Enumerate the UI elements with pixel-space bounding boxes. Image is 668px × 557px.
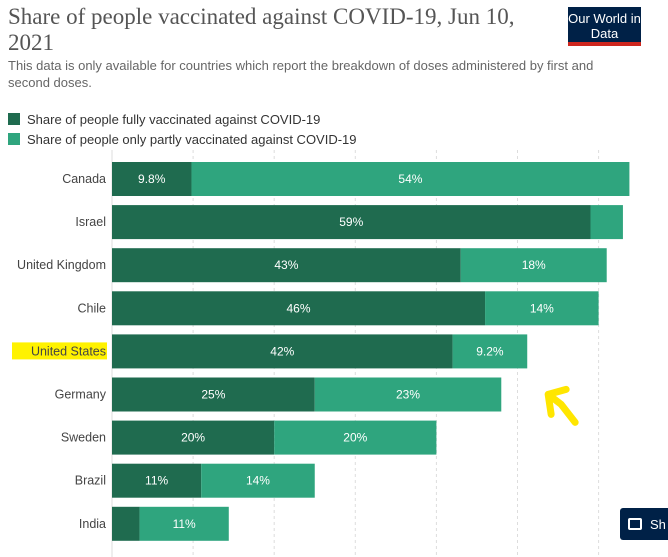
category-label: Israel xyxy=(75,215,106,229)
category-label: Canada xyxy=(62,172,106,186)
bar-segment xyxy=(460,248,607,283)
legend-label-fully: Share of people fully vaccinated against… xyxy=(27,111,321,127)
bar-segment xyxy=(274,420,437,455)
owid-logo[interactable]: Our World in Data xyxy=(568,7,641,46)
legend-item-fully[interactable]: Share of people fully vaccinated against… xyxy=(8,109,357,129)
share-button-label: Sh xyxy=(650,516,666,532)
bar-segment xyxy=(112,334,453,369)
data-label: 11% xyxy=(145,474,168,488)
share-button[interactable]: Sh xyxy=(620,508,668,540)
annotation-arrow xyxy=(544,385,579,426)
bar-segment xyxy=(112,291,486,326)
data-label: 9.2% xyxy=(476,344,504,358)
bar-segment xyxy=(201,463,315,498)
data-label: 43% xyxy=(274,258,298,272)
data-label: 59% xyxy=(339,215,363,229)
bar-segment xyxy=(191,162,630,196)
highlight-marker xyxy=(12,342,107,360)
bar-segment xyxy=(112,506,140,541)
data-label: 23% xyxy=(396,388,420,402)
data-label: 14% xyxy=(246,474,270,488)
data-label: 42% xyxy=(270,344,294,358)
data-label: 20% xyxy=(181,431,205,445)
bar-segment xyxy=(112,248,461,283)
bar-chart: Canada 9.8% 54% Israel 59% United Kingdom 43% 1… xyxy=(12,150,630,557)
bar-segment xyxy=(112,205,591,240)
bar-segment xyxy=(112,377,315,412)
legend-swatch-partly xyxy=(8,133,20,145)
bar-segment xyxy=(139,506,229,541)
legend-item-partly[interactable]: Share of people only partly vaccinated a… xyxy=(8,129,357,149)
data-label: 54% xyxy=(398,172,422,186)
bar-segment xyxy=(112,420,275,455)
category-label: United States xyxy=(31,344,106,358)
data-label: 46% xyxy=(287,301,311,315)
bar-segment xyxy=(112,162,192,196)
data-label: 25% xyxy=(201,388,225,402)
category-label: India xyxy=(79,517,106,531)
category-label: Sweden xyxy=(61,431,106,445)
data-label: 9.8% xyxy=(138,172,166,186)
bar-segment xyxy=(485,291,599,326)
data-label: 11% xyxy=(173,517,196,531)
legend-swatch-fully xyxy=(8,113,20,125)
chart-subtitle: This data is only available for countrie… xyxy=(8,58,594,90)
category-label: Germany xyxy=(55,388,107,402)
data-label: 20% xyxy=(343,431,367,445)
bar-segment xyxy=(590,205,623,240)
legend-label-partly: Share of people only partly vaccinated a… xyxy=(27,131,357,147)
bar-segment xyxy=(112,463,202,498)
data-label: 14% xyxy=(530,301,554,315)
share-icon xyxy=(628,518,642,530)
category-label: Brazil xyxy=(75,474,106,488)
category-label: United Kingdom xyxy=(17,258,106,272)
chart-title: Share of people vaccinated against COVID… xyxy=(8,4,515,55)
bar-segment xyxy=(452,334,528,369)
bar-segment xyxy=(314,377,502,412)
legend: Share of people fully vaccinated against… xyxy=(8,109,357,149)
category-label: Chile xyxy=(78,301,107,315)
data-label: 18% xyxy=(522,258,546,272)
